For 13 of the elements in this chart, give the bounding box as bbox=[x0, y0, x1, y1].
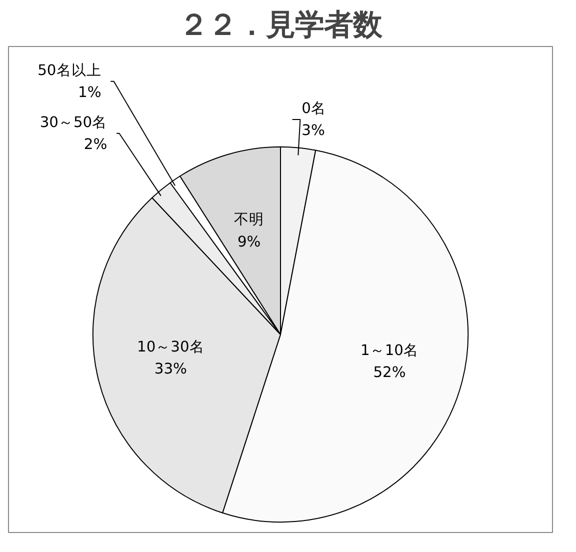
slice-label: 10～30名 bbox=[137, 338, 204, 356]
slice-label: 不明 bbox=[234, 211, 264, 228]
data-label: 52% bbox=[373, 364, 406, 381]
data-label: 33% bbox=[154, 360, 188, 378]
slice-label: 0名 bbox=[302, 100, 326, 117]
chart-title: ２２．見学者数 bbox=[179, 8, 383, 42]
data-label: 1% bbox=[78, 84, 102, 101]
data-label: 9% bbox=[237, 233, 261, 250]
slice-label: 1～10名 bbox=[360, 342, 419, 359]
slice-label: 50名以上 bbox=[38, 62, 102, 79]
data-label: 2% bbox=[84, 136, 108, 153]
slice-label: 30～50名 bbox=[40, 114, 108, 131]
data-label: 3% bbox=[302, 122, 326, 140]
